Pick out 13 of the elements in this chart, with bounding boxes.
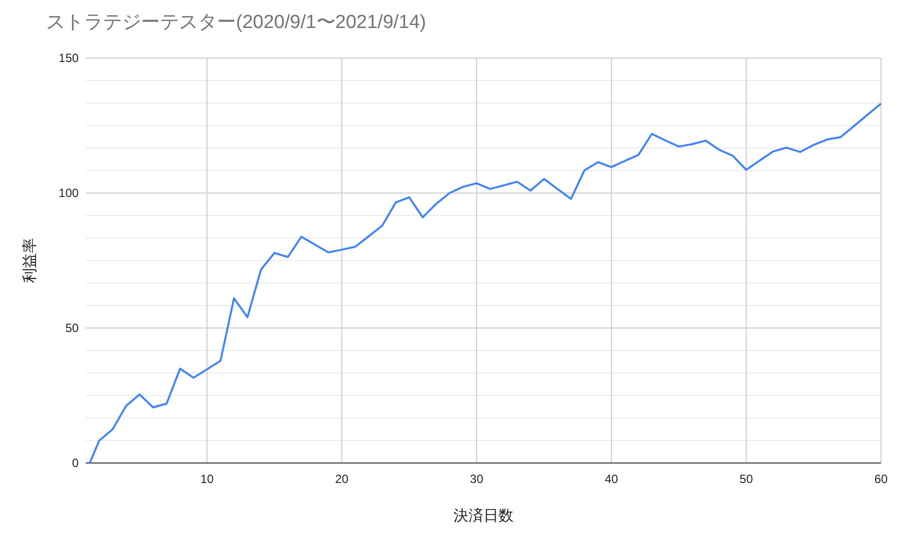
y-axis-title: 利益率 <box>22 238 38 283</box>
y-tick-label: 0 <box>72 456 80 470</box>
chart-title: ストラテジーテスター(2020/9/1〜2021/9/14) <box>46 12 426 33</box>
x-tick-label: 20 <box>335 472 349 486</box>
x-tick-label: 10 <box>200 472 214 486</box>
x-axis-title: 決済日数 <box>453 508 514 524</box>
x-tick-label: 50 <box>740 472 754 486</box>
x-tick-label: 60 <box>874 472 888 486</box>
y-tick-label: 50 <box>65 321 80 335</box>
x-tick-label: 40 <box>604 472 618 486</box>
y-tick-label: 150 <box>58 51 80 65</box>
x-tick-label: 30 <box>470 472 484 486</box>
y-tick-label: 100 <box>58 186 80 200</box>
